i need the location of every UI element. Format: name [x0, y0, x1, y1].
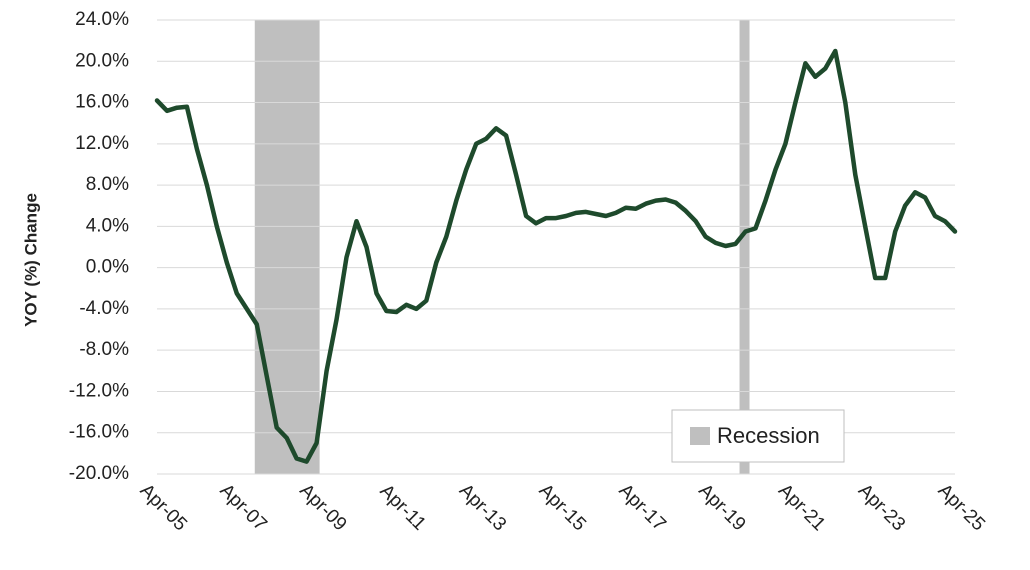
- x-tick-label: Apr-17: [615, 480, 670, 535]
- y-tick-label: 8.0%: [86, 174, 129, 195]
- recession-band: [254, 20, 320, 474]
- data-line: [154, 48, 958, 464]
- y-tick-label: 16.0%: [75, 92, 129, 113]
- y-tick-label: -16.0%: [69, 422, 129, 443]
- x-tick-label: Apr-11: [376, 481, 430, 535]
- y-axis-label: YOY (%) Change: [21, 193, 40, 327]
- x-tick-label: Apr-13: [455, 480, 510, 535]
- y-tick-label: 20.0%: [75, 50, 129, 71]
- x-tick-label: Apr-09: [295, 480, 350, 535]
- legend-swatch: [690, 427, 710, 445]
- x-tick-label: Apr-19: [694, 480, 749, 535]
- x-tick-label: Apr-23: [854, 480, 909, 535]
- x-tick-label: Apr-25: [934, 480, 989, 535]
- y-tick-label: 0.0%: [86, 257, 129, 278]
- x-tick-label: Apr-15: [535, 480, 590, 535]
- legend-label: Recession: [717, 423, 820, 448]
- y-tick-label: -4.0%: [79, 298, 129, 319]
- y-tick-label: -20.0%: [69, 463, 129, 484]
- y-tick-label: 4.0%: [86, 215, 129, 236]
- recession-band: [739, 20, 750, 474]
- x-tick-label: Apr-21: [774, 480, 829, 535]
- y-tick-label: 12.0%: [75, 133, 129, 154]
- y-tick-label: -12.0%: [69, 380, 129, 401]
- x-tick-label: Apr-05: [136, 480, 191, 535]
- y-tick-label: 24.0%: [75, 9, 129, 30]
- x-tick-label: Apr-07: [216, 480, 271, 535]
- y-tick-label: -8.0%: [79, 339, 129, 360]
